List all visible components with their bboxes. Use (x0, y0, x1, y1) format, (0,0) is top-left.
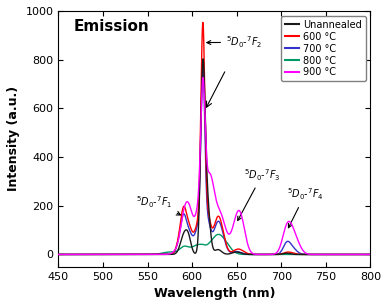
Text: $^5D_0$-$^7F_4$: $^5D_0$-$^7F_4$ (287, 187, 324, 228)
Text: Emission: Emission (74, 19, 150, 33)
Text: $^5D_0$-$^7F_2$: $^5D_0$-$^7F_2$ (207, 34, 262, 50)
Y-axis label: Intensity (a.u.): Intensity (a.u.) (7, 86, 20, 191)
X-axis label: Wavelength (nm): Wavelength (nm) (154, 287, 275, 300)
Text: $^5D_0$-$^7F_3$: $^5D_0$-$^7F_3$ (238, 167, 281, 220)
Legend: Unannealed, 600 °C, 700 °C, 800 °C, 900 °C: Unannealed, 600 °C, 700 °C, 800 °C, 900 … (281, 16, 365, 81)
Text: $^5D_0$-$^7F_1$: $^5D_0$-$^7F_1$ (135, 194, 180, 215)
